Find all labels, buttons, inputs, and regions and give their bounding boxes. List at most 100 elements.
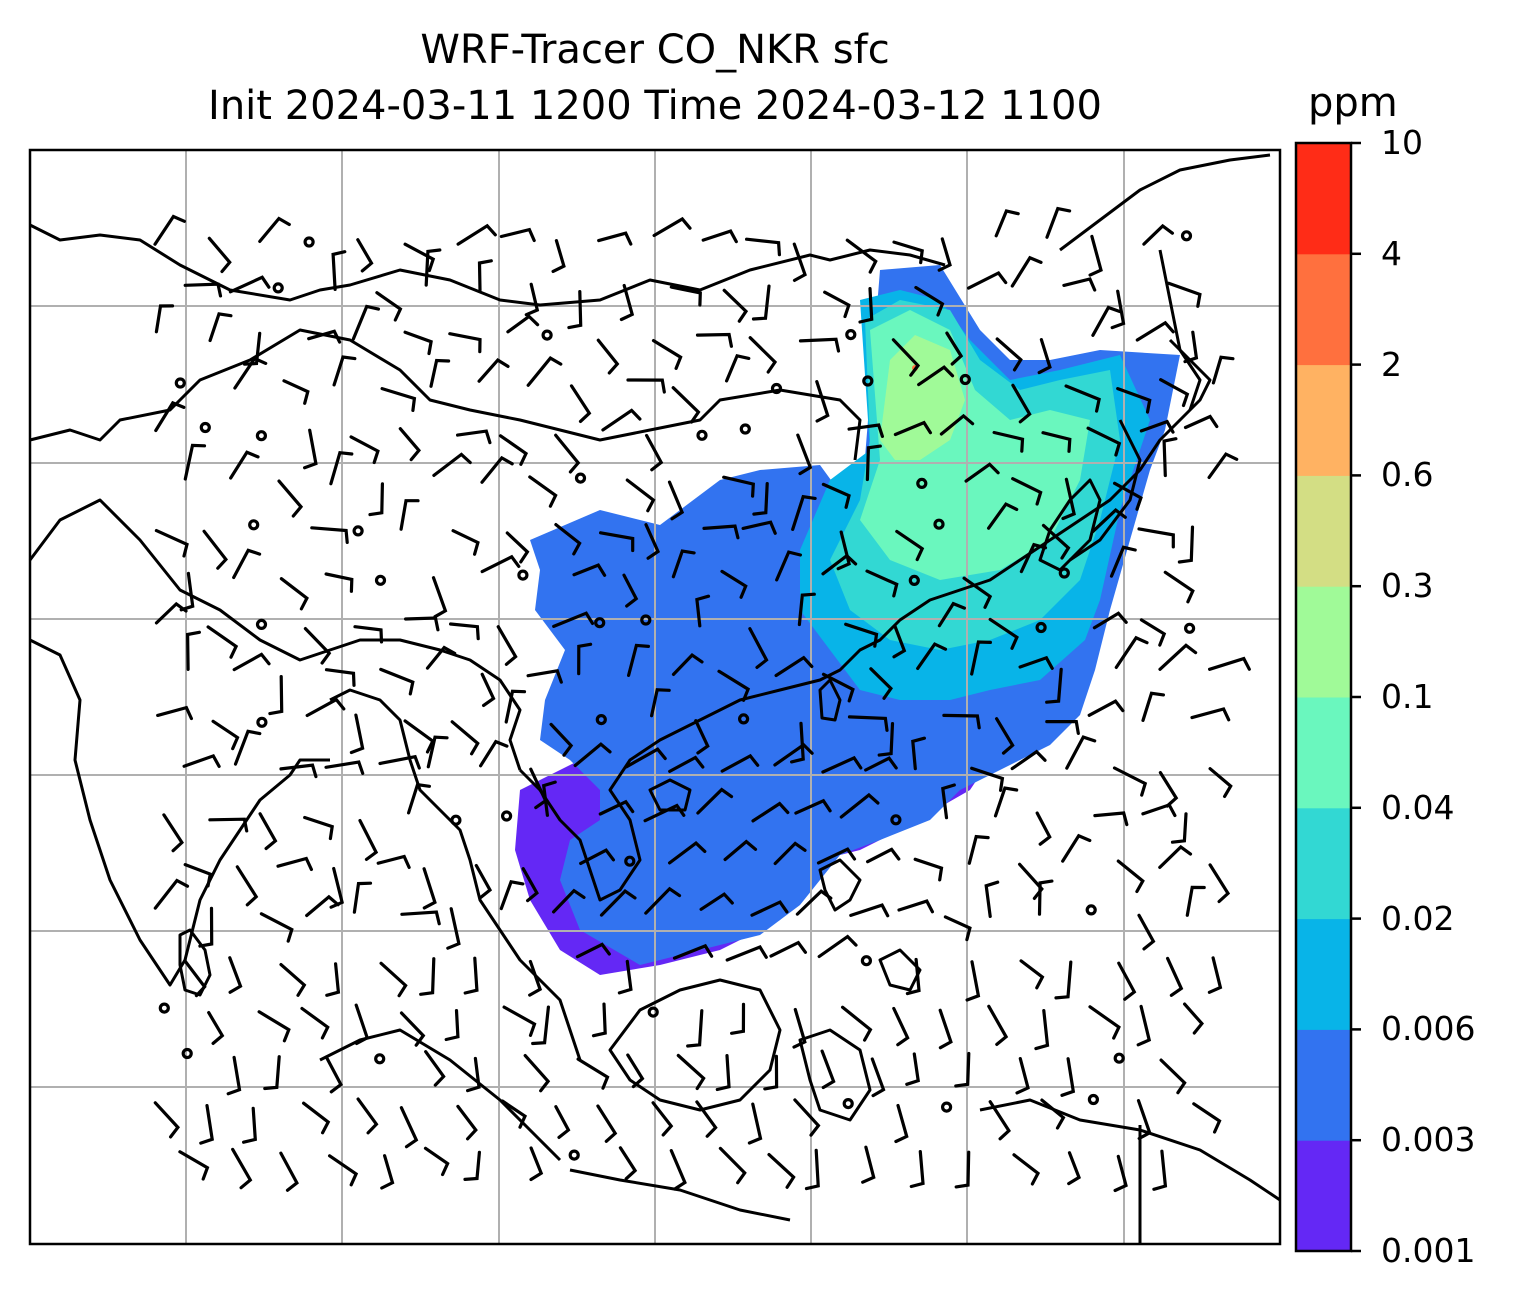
wind-barb xyxy=(1065,735,1097,770)
wind-barb xyxy=(277,479,304,518)
calm-wind-circle xyxy=(248,519,260,531)
wind-barb xyxy=(498,434,529,466)
wind-barb xyxy=(182,753,221,768)
wind-barb xyxy=(1192,1102,1222,1134)
wind-barb xyxy=(156,705,193,721)
java-island xyxy=(569,1168,791,1222)
coastlines-and-borders xyxy=(28,153,1281,1244)
wind-barb xyxy=(1139,419,1175,434)
wind-barb xyxy=(821,553,858,576)
japan-islands xyxy=(1069,419,1142,562)
wind-barb xyxy=(994,209,1020,238)
wind-barb xyxy=(424,1050,446,1087)
wind-barb xyxy=(695,332,733,348)
calm-wind-circle xyxy=(1180,230,1193,242)
wind-barb xyxy=(1159,1058,1187,1095)
wind-barb xyxy=(154,304,175,334)
wind-barb xyxy=(748,627,769,669)
colorbar-tick-label: 10 xyxy=(1381,123,1423,162)
wind-barb xyxy=(1177,525,1195,564)
wind-barb xyxy=(480,672,496,707)
wind-barb xyxy=(1034,1009,1050,1051)
wind-barb xyxy=(821,482,851,509)
calm-wind-circle xyxy=(640,614,652,626)
wind-barb xyxy=(303,627,332,665)
wind-barb xyxy=(183,959,207,998)
wind-barb xyxy=(987,502,1019,530)
wind-barb xyxy=(1087,699,1125,717)
wind-barb xyxy=(1019,542,1048,574)
wind-barb xyxy=(1010,749,1047,771)
wind-barb xyxy=(279,763,318,779)
wind-barb xyxy=(423,1146,450,1177)
wind-barb xyxy=(425,645,457,670)
wind-barb xyxy=(954,1051,971,1088)
calm-wind-circle xyxy=(959,373,971,386)
wind-barb xyxy=(202,529,228,570)
wind-barb xyxy=(1163,570,1195,604)
wind-barb xyxy=(529,1146,544,1182)
wind-barb xyxy=(242,1106,257,1144)
wind-barb xyxy=(895,529,925,562)
wind-barb xyxy=(263,1055,281,1091)
wind-barb xyxy=(864,756,898,772)
wind-barb xyxy=(208,312,233,343)
wind-barb xyxy=(796,433,813,476)
wind-barb xyxy=(380,387,417,412)
calm-wind-circle xyxy=(501,810,513,822)
colorbar-tick-label: 4 xyxy=(1381,233,1402,273)
wind-barb xyxy=(601,408,642,432)
wind-barb xyxy=(1208,767,1233,798)
wind-barb xyxy=(242,331,262,366)
wind-barb xyxy=(456,223,497,246)
wind-barb xyxy=(303,428,318,470)
wind-barb xyxy=(669,1149,687,1191)
calm-wind-circle xyxy=(574,472,587,484)
wind-barb xyxy=(892,1006,910,1047)
wind-barb xyxy=(154,529,189,558)
wind-barb xyxy=(1054,960,1073,1000)
wind-barb xyxy=(358,819,379,861)
wind-barb xyxy=(1211,355,1235,385)
wind-barb xyxy=(938,1008,953,1050)
wind-barb xyxy=(349,713,365,755)
calm-wind-circle xyxy=(624,855,636,867)
wind-barb xyxy=(403,330,433,356)
wind-barb xyxy=(694,719,710,755)
wind-barb xyxy=(1019,959,1045,990)
wind-barb xyxy=(579,848,615,865)
wind-barb xyxy=(1166,956,1184,997)
wind-barb xyxy=(1136,1004,1152,1047)
wind-barb xyxy=(643,803,686,823)
wind-barb xyxy=(625,478,656,513)
wind-barb xyxy=(1091,305,1122,337)
colorbar-tick-label: 0.04 xyxy=(1381,787,1455,827)
wind-barb xyxy=(431,576,448,619)
wind-barb xyxy=(399,1011,426,1047)
wind-barb xyxy=(651,1101,674,1137)
calm-wind-circle xyxy=(916,477,928,489)
wind-barb xyxy=(399,499,420,531)
wind-barb xyxy=(444,1009,460,1042)
wind-barb xyxy=(995,717,1015,755)
wind-barb xyxy=(572,563,607,577)
calm-wind-circle xyxy=(568,1149,580,1161)
wind-barb xyxy=(528,475,558,508)
wind-barb xyxy=(207,1011,225,1045)
wind-barb xyxy=(954,1150,971,1189)
wind-barb xyxy=(841,1005,873,1042)
wind-barb xyxy=(1117,961,1137,1001)
wind-barb xyxy=(695,1100,718,1138)
wind-barb xyxy=(821,755,863,774)
wind-barb xyxy=(943,915,972,942)
wind-barb xyxy=(937,601,966,628)
calm-wind-circle xyxy=(272,282,284,294)
wind-barb xyxy=(496,625,518,666)
calm-wind-circle xyxy=(255,430,267,442)
colorbar xyxy=(1294,141,1361,1253)
wind-barb xyxy=(379,961,408,998)
wind-barb xyxy=(1116,387,1152,414)
wind-barb xyxy=(1158,643,1198,671)
wind-barb xyxy=(228,275,271,294)
wind-barb xyxy=(795,889,833,916)
